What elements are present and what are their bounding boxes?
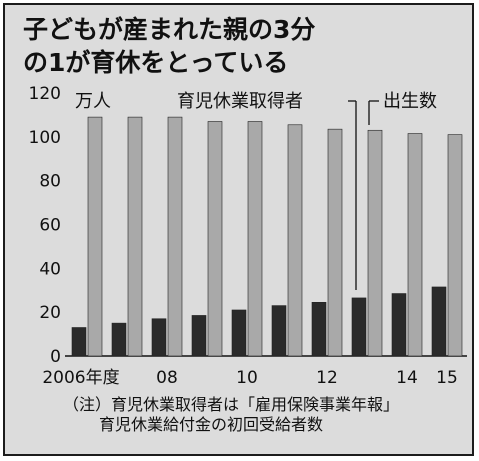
y-tick-label: 100 [29, 128, 61, 148]
bar-childcare-leave [351, 297, 367, 357]
bar-births [407, 133, 423, 357]
bar-series [71, 116, 463, 357]
y-tick-label: 20 [39, 303, 61, 323]
legend-label-births: 出生数 [383, 91, 437, 112]
bar-childcare-leave [191, 315, 207, 357]
footnote-line-1: （注）育児休業取得者は「雇用保険事業年報」 [63, 395, 400, 414]
bar-births [127, 116, 143, 357]
bar-births [287, 124, 303, 357]
bar-childcare-leave [151, 318, 167, 357]
chart-footnote: （注）育児休業取得者は「雇用保険事業年報」 育児休業給付金の初回受給者数 [63, 395, 399, 435]
x-axis: 2006年度 08 10 12 14 15 [42, 368, 457, 388]
y-tick-label: 120 [29, 84, 61, 104]
x-tick-label: 14 [396, 368, 418, 388]
bar-births [87, 116, 103, 357]
bar-childcare-leave [71, 327, 87, 357]
bar-childcare-leave [311, 302, 327, 357]
bar-childcare-leave [431, 286, 447, 357]
bar-births [167, 116, 183, 357]
x-tick-label: 15 [436, 368, 458, 388]
x-tick-label: 10 [236, 368, 258, 388]
bar-childcare-leave [271, 305, 287, 357]
x-tick-label: 08 [156, 368, 178, 388]
y-tick-label: 0 [50, 347, 61, 367]
legend-label-childcare: 育児休業取得者 [177, 91, 303, 112]
footnote-line-2: 育児休業給付金の初回受給者数 [99, 415, 324, 434]
bar-births [367, 129, 383, 357]
chart-panel: 子どもが産まれた親の3分 の1が育休をとっている 0 20 40 60 80 100 120 … [3, 3, 474, 456]
x-tick-label: 12 [316, 368, 338, 388]
y-tick-label: 60 [39, 216, 61, 236]
bar-births [447, 134, 463, 357]
bar-births [207, 121, 223, 357]
bar-childcare-leave [111, 322, 127, 357]
y-tick-label: 80 [39, 172, 61, 192]
y-tick-label: 40 [39, 259, 61, 279]
x-tick-label: 2006年度 [42, 368, 119, 388]
y-unit-label: 万人 [75, 91, 111, 112]
bar-births [327, 128, 343, 357]
chart-title: 子どもが産まれた親の3分 の1が育休をとっている [23, 15, 316, 77]
bar-chart: 0 20 40 60 80 100 120 2006年度 08 10 12 14 15 万人 育児休業… [29, 84, 467, 388]
legend: 育児休業取得者 出生数 [177, 91, 437, 290]
bar-childcare-leave [391, 293, 407, 357]
bar-childcare-leave [231, 309, 247, 357]
bar-births [247, 121, 263, 357]
